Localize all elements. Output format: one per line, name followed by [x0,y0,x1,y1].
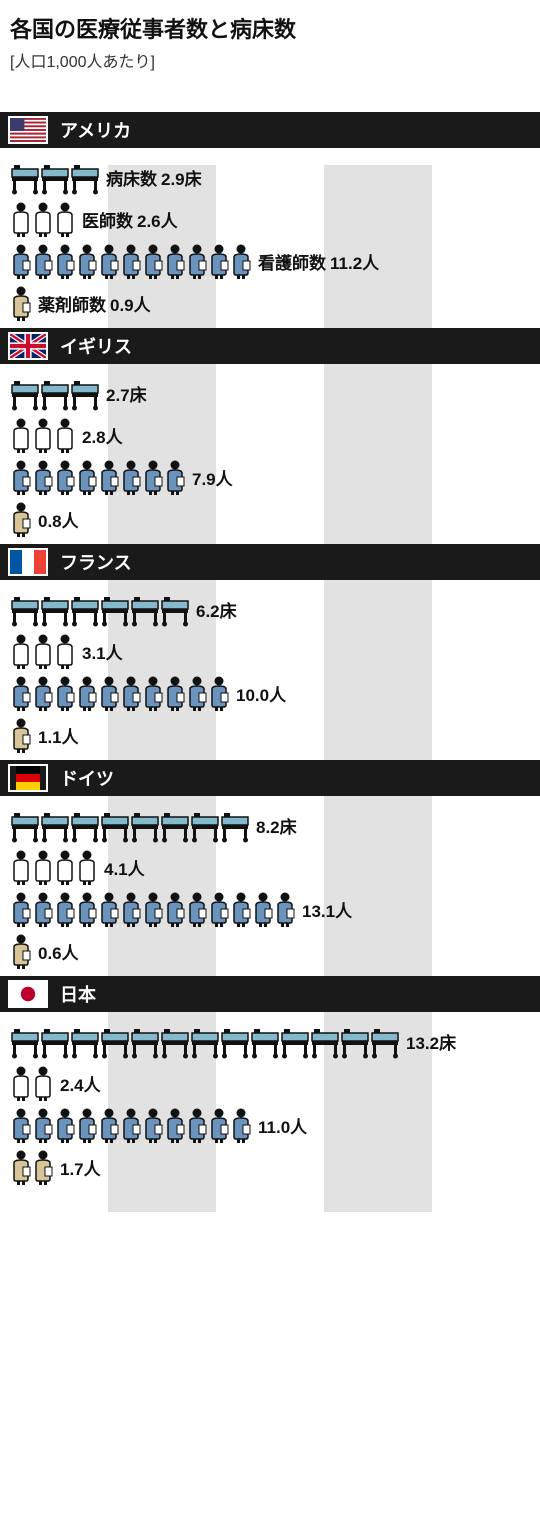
pharmacists-icons [10,1149,54,1185]
beds-value-text: 2.7床 [106,381,147,406]
metrics: 8.2床 4.1人 [0,796,540,976]
header: 各国の医療従事者数と病床数 [人口1,000人あたり] [0,0,540,112]
metric-row-doctors: 医師数2.6人 [10,200,536,238]
doctors-icons [10,417,76,453]
country-name: イギリス [60,333,132,359]
country-name: アメリカ [60,117,131,143]
metric-row-nurses: 11.0人 [10,1106,536,1144]
metric-row-nurses: 13.1人 [10,890,536,928]
country-header-bar: ドイツ [0,760,540,796]
doctors-value-text: 2.8人 [82,423,123,448]
metrics: 6.2床 3.1人 [0,580,540,760]
beds-icons [10,159,100,195]
metric-row-doctors: 3.1人 [10,632,536,670]
nurses-icons [10,675,230,711]
beds-value-text: 13.2床 [406,1029,456,1054]
country-uk: イギリス 2.7床 [0,328,540,544]
metric-row-pharmacists: 1.1人 [10,716,536,754]
countries-list: アメリカ 病床数2.9床 [0,112,540,1192]
country-header-bar: イギリス [0,328,540,364]
country-japan: 日本 [0,976,540,1192]
country-name: 日本 [60,981,96,1007]
metrics: 病床数2.9床 医師数2.6人 [0,148,540,328]
pharmacists-value-text: 1.7人 [60,1155,101,1180]
beds-icons [10,807,250,843]
metric-row-pharmacists: 0.6人 [10,932,536,970]
country-germany: ドイツ [0,760,540,976]
country-france: フランス [0,544,540,760]
nurses-icons [10,243,252,279]
country-header-bar: アメリカ [0,112,540,148]
metric-row-nurses: 7.9人 [10,458,536,496]
doctors-icons [10,633,76,669]
chart-subtitle: [人口1,000人あたり] [10,48,530,72]
metric-row-doctors: 4.1人 [10,848,536,886]
chart-title: 各国の医療従事者数と病床数 [10,12,530,44]
pharmacists-value-text: 0.8人 [38,507,79,532]
beds-value-text: 8.2床 [256,813,297,838]
metric-row-nurses: 10.0人 [10,674,536,712]
metric-row-nurses: 看護師数11.2人 [10,242,536,280]
doctors-value-text: 2.4人 [60,1071,101,1096]
metric-row-beds: 13.2床 [10,1022,536,1060]
metric-row-doctors: 2.4人 [10,1064,536,1102]
pharmacists-icons [10,717,32,753]
beds-value-text: 6.2床 [196,597,237,622]
nurses-icons [10,1107,252,1143]
country-name: ドイツ [60,765,114,791]
doctors-value-text: 3.1人 [82,639,123,664]
metric-row-pharmacists: 0.8人 [10,500,536,538]
pharmacists-icons [10,285,32,321]
pharmacists-value-text: 0.6人 [38,939,79,964]
nurses-value-text: 看護師数11.2人 [258,249,379,274]
metric-row-beds: 病床数2.9床 [10,158,536,196]
country-usa: アメリカ 病床数2.9床 [0,112,540,328]
metrics: 2.7床 2.8人 [0,364,540,544]
nurses-value-text: 10.0人 [236,681,286,706]
nurses-icons [10,891,296,927]
doctors-icons [10,201,76,237]
pharmacists-value-text: 薬剤師数0.9人 [38,291,151,316]
doctors-icons [10,849,98,885]
nurses-value-text: 11.0人 [258,1113,307,1138]
country-header-bar: フランス [0,544,540,580]
metric-row-pharmacists: 薬剤師数0.9人 [10,284,536,322]
nurses-value-text: 13.1人 [302,897,352,922]
doctors-icons [10,1065,54,1101]
country-header-bar: 日本 [0,976,540,1012]
beds-icons [10,1023,400,1059]
infographic-container: 各国の医療従事者数と病床数 [人口1,000人あたり] アメリカ 病床数2.9床 [0,0,540,1212]
country-name: フランス [60,549,132,575]
metrics: 13.2床 2.4人 [0,1012,540,1192]
metric-row-pharmacists: 1.7人 [10,1148,536,1186]
metric-row-beds: 6.2床 [10,590,536,628]
doctors-value-text: 4.1人 [104,855,145,880]
metric-row-beds: 2.7床 [10,374,536,412]
beds-value-text: 病床数2.9床 [106,165,202,190]
pharmacists-icons [10,933,32,969]
nurses-value-text: 7.9人 [192,465,233,490]
doctors-value-text: 医師数2.6人 [82,207,178,232]
beds-icons [10,375,100,411]
pharmacists-icons [10,501,32,537]
nurses-icons [10,459,186,495]
metric-row-doctors: 2.8人 [10,416,536,454]
pharmacists-value-text: 1.1人 [38,723,79,748]
beds-icons [10,591,190,627]
metric-row-beds: 8.2床 [10,806,536,844]
